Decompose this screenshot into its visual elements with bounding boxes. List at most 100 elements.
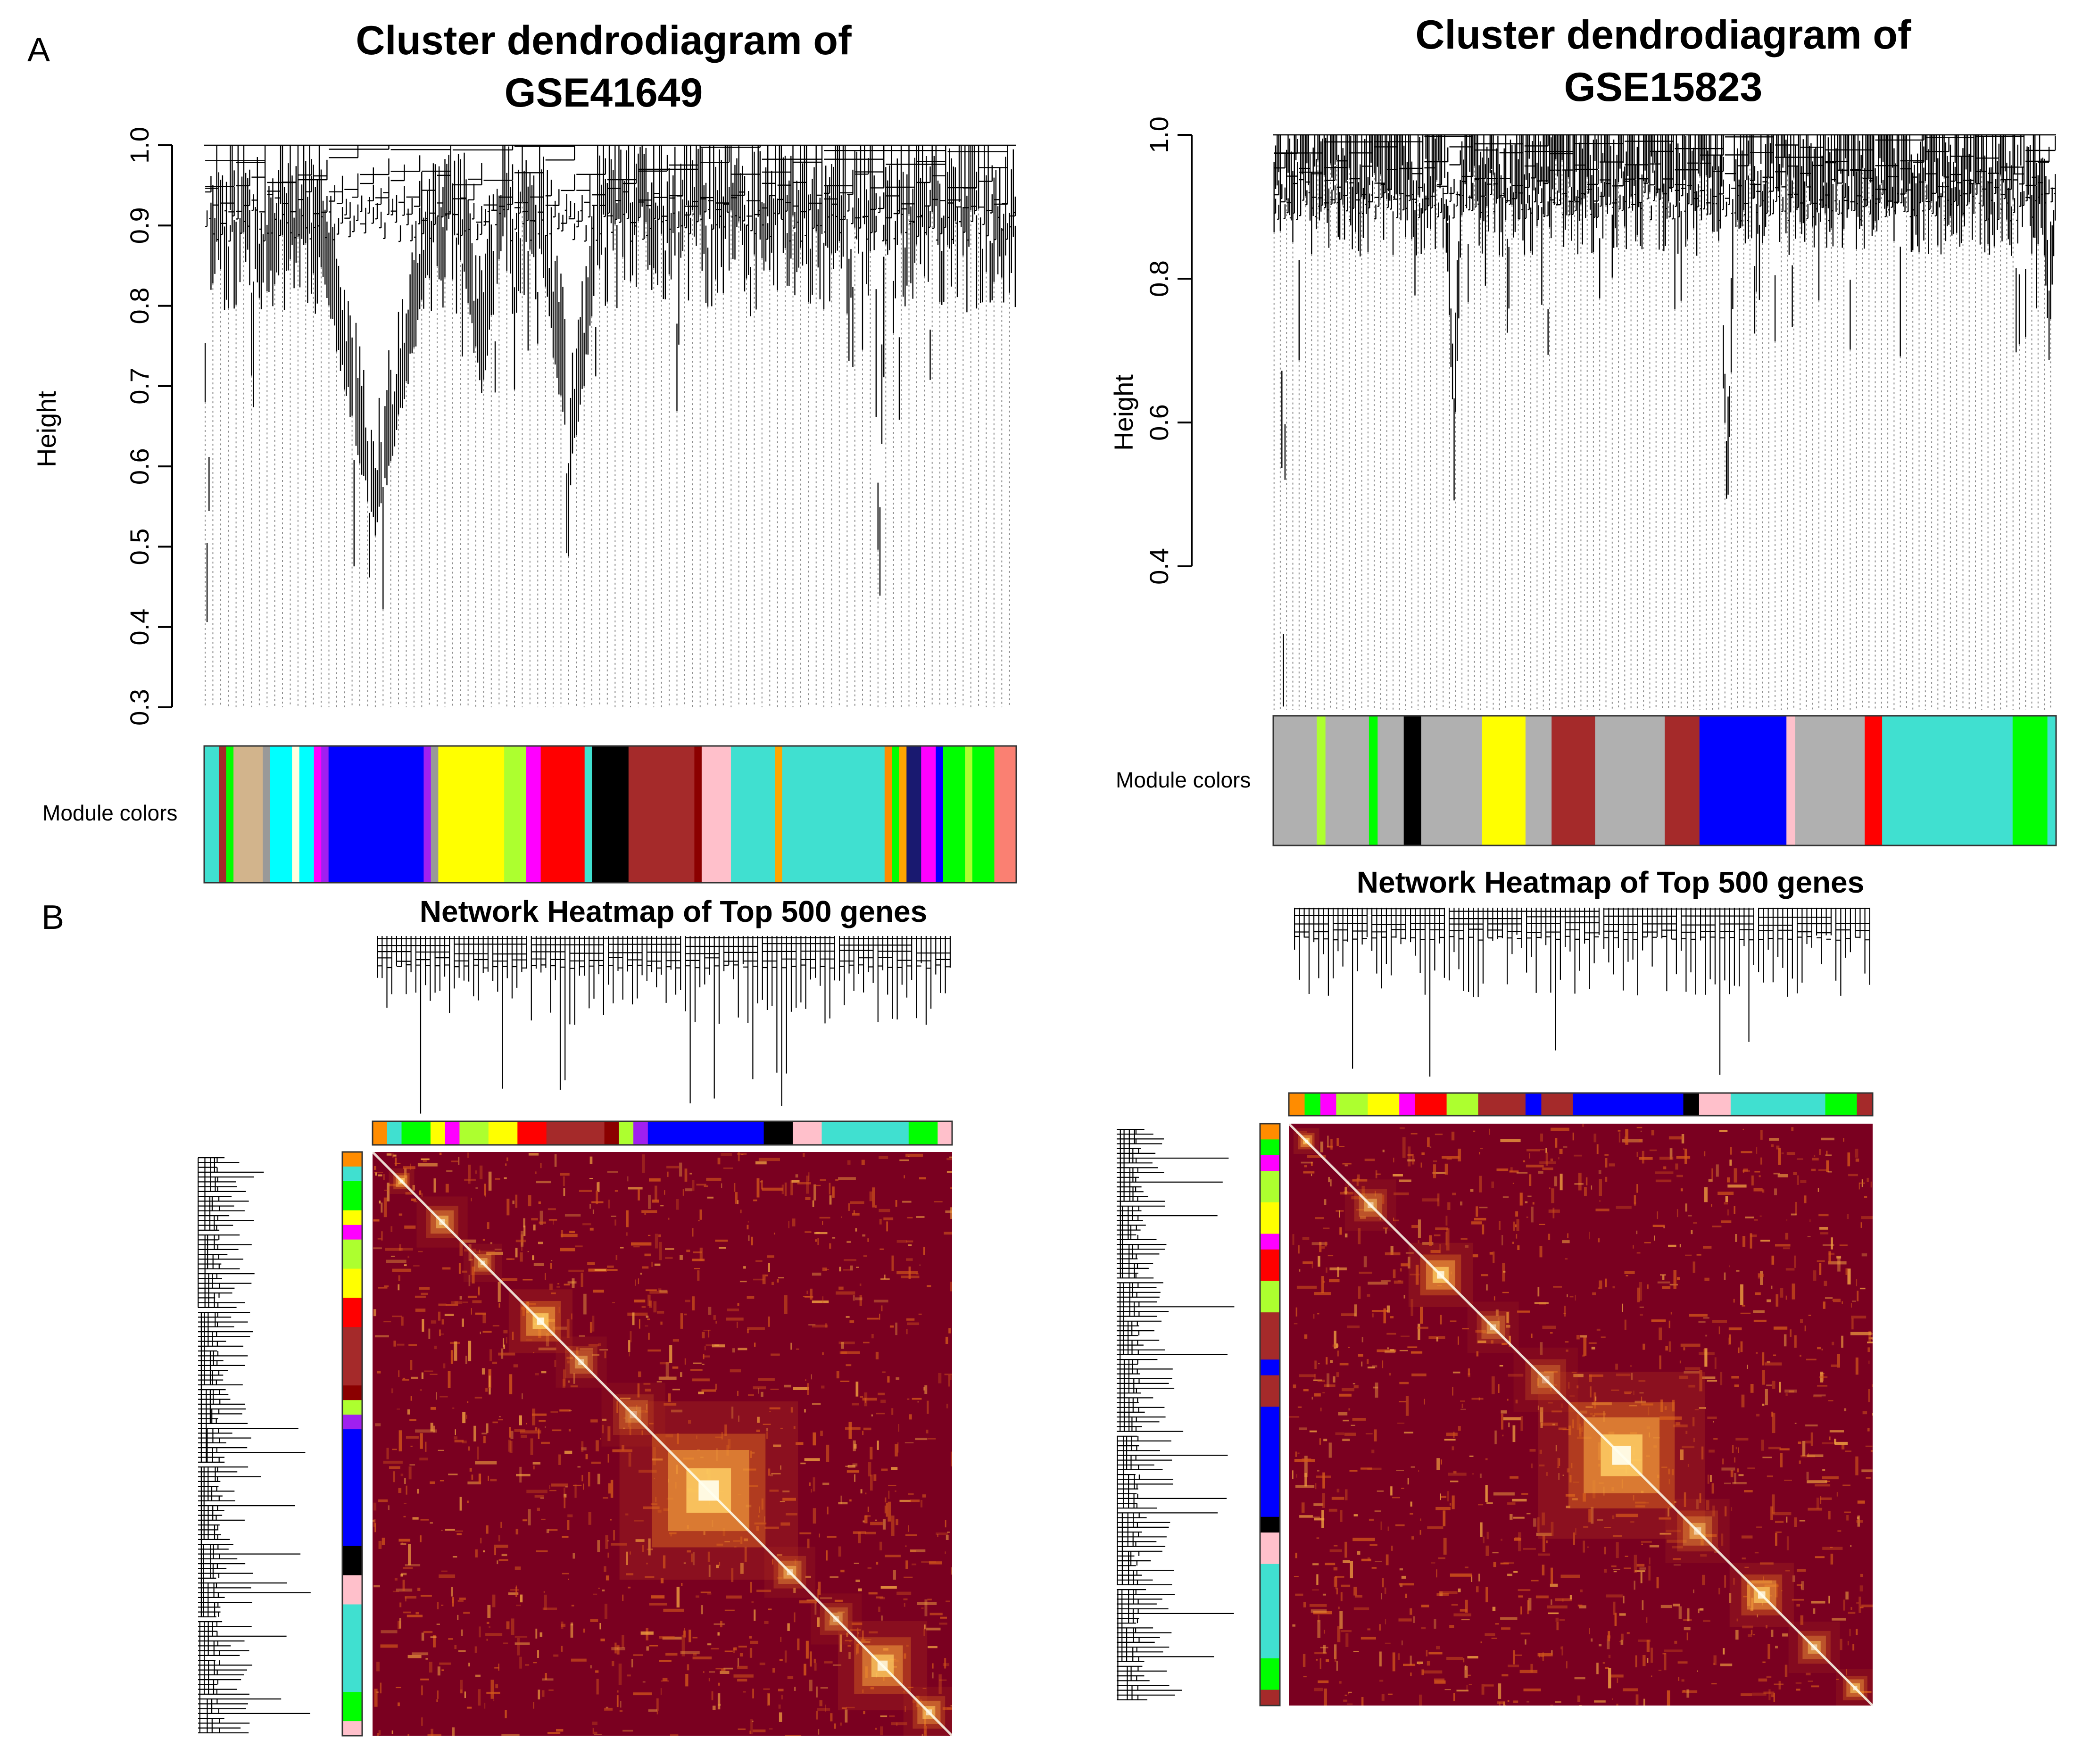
- heatmap-speckle: [539, 1420, 546, 1422]
- heatmap-speckle: [896, 1591, 912, 1595]
- heatmap-speckle: [680, 1372, 682, 1377]
- heatmap-speckle: [1299, 1374, 1316, 1377]
- heatmap-speckle: [1518, 1595, 1523, 1598]
- heatmap-speckle: [1834, 1439, 1836, 1445]
- heatmap-speckle: [1847, 1152, 1850, 1167]
- heatmap-speckle: [1765, 1389, 1768, 1406]
- heatmap-speckle: [627, 1312, 648, 1316]
- heatmap-speckle: [604, 1566, 606, 1572]
- top-module-color-segment: [1478, 1093, 1526, 1116]
- heatmap-speckle: [1407, 1159, 1415, 1162]
- heatmap-speckle: [1519, 1670, 1538, 1673]
- heatmap-speckle: [626, 1573, 634, 1575]
- heatmap-speckle: [668, 1393, 671, 1402]
- heatmap-speckle: [452, 1597, 454, 1607]
- heatmap-speckle: [1297, 1452, 1300, 1454]
- heatmap-speckle: [1732, 1482, 1747, 1484]
- heatmap-speckle: [1324, 1688, 1327, 1706]
- heatmap-speckle: [427, 1734, 441, 1736]
- heatmap-1-left-dendrogram: [198, 1157, 311, 1733]
- heatmap-speckle: [1703, 1246, 1712, 1249]
- heatmap-speckle: [834, 1599, 843, 1602]
- heatmap-speckle: [569, 1410, 572, 1411]
- heatmap-speckle: [1630, 1521, 1634, 1523]
- heatmap-speckle: [846, 1241, 851, 1243]
- heatmap-speckle: [1703, 1317, 1709, 1319]
- heatmap-speckle: [1311, 1173, 1312, 1176]
- heatmap-speckle: [840, 1569, 845, 1573]
- heatmap-speckle: [1773, 1173, 1780, 1175]
- heatmap-speckle: [919, 1177, 926, 1180]
- heatmap-speckle: [1314, 1652, 1327, 1655]
- heatmap-speckle: [747, 1327, 765, 1330]
- heatmap-speckle: [764, 1516, 765, 1523]
- heatmap-speckle: [561, 1230, 564, 1238]
- heatmap-speckle: [1410, 1608, 1412, 1615]
- heatmap-speckle: [545, 1273, 546, 1280]
- heatmap-speckle: [1828, 1596, 1830, 1604]
- heatmap-speckle: [1324, 1384, 1336, 1387]
- heatmap-speckle: [924, 1712, 927, 1726]
- heatmap-speckle: [1766, 1676, 1772, 1678]
- heatmap-speckle: [464, 1691, 466, 1698]
- heatmap-speckle: [385, 1248, 403, 1251]
- heatmap-speckle: [1501, 1410, 1507, 1414]
- heatmap-speckle: [1451, 1604, 1458, 1606]
- heatmap-speckle: [1385, 1619, 1386, 1624]
- heatmap-speckle: [751, 1451, 755, 1454]
- heatmap-speckle: [402, 1377, 406, 1380]
- heatmap-speckle: [646, 1316, 649, 1318]
- heatmap-speckle: [509, 1374, 513, 1394]
- heatmap-speckle: [946, 1403, 948, 1408]
- heatmap-speckle: [462, 1301, 468, 1303]
- heatmap-speckle: [383, 1321, 391, 1323]
- heatmap-speckle: [1485, 1545, 1489, 1556]
- heatmap-speckle: [1808, 1681, 1813, 1682]
- heatmap-speckle: [640, 1631, 654, 1635]
- heatmap-speckle: [537, 1650, 539, 1658]
- heatmap-speckle: [945, 1210, 952, 1213]
- heatmap-speckle: [374, 1335, 389, 1338]
- heatmap-speckle: [1760, 1240, 1770, 1242]
- heatmap-speckle: [692, 1180, 695, 1191]
- heatmap-speckle: [859, 1284, 862, 1286]
- heatmap-speckle: [649, 1423, 654, 1424]
- heatmap-speckle: [436, 1623, 440, 1625]
- heatmap-speckle: [1751, 1175, 1754, 1186]
- heatmap-speckle: [1480, 1641, 1482, 1643]
- heatmap-speckle: [597, 1182, 598, 1192]
- heatmap-speckle: [1561, 1646, 1563, 1656]
- heatmap-speckle: [583, 1293, 587, 1315]
- heatmap-speckle: [1339, 1681, 1342, 1684]
- heatmap-speckle: [648, 1194, 651, 1209]
- heatmap-speckle: [459, 1296, 462, 1300]
- heatmap-speckle: [409, 1464, 415, 1466]
- heatmap-speckle: [1518, 1589, 1531, 1591]
- heatmap-speckle: [473, 1425, 476, 1441]
- heatmap-speckle: [492, 1421, 498, 1424]
- heatmap-speckle: [1608, 1655, 1611, 1658]
- heatmap-speckle: [1859, 1287, 1866, 1290]
- heatmap-speckle: [460, 1689, 463, 1693]
- heatmap-speckle: [1480, 1522, 1483, 1537]
- heatmap-speckle: [1332, 1344, 1339, 1347]
- heatmap-speckle: [1867, 1428, 1870, 1432]
- heatmap-speckle: [1343, 1419, 1349, 1422]
- heatmap-speckle: [1707, 1416, 1717, 1419]
- heatmap-speckle: [597, 1474, 600, 1484]
- heatmap-speckle: [1624, 1136, 1627, 1143]
- heatmap-speckle: [1453, 1693, 1455, 1701]
- heatmap-speckle: [1339, 1146, 1345, 1147]
- heatmap-speckle: [1405, 1252, 1414, 1254]
- heatmap-speckle: [1534, 1302, 1549, 1304]
- heatmap-speckle: [1353, 1514, 1358, 1516]
- heatmap-speckle: [498, 1535, 500, 1541]
- heatmap-speckle: [1719, 1130, 1728, 1132]
- heatmap-speckle: [423, 1160, 427, 1162]
- heatmap-speckle: [552, 1429, 562, 1432]
- heatmap-speckle: [492, 1594, 496, 1607]
- heatmap-speckle: [653, 1447, 656, 1466]
- heatmap-speckle: [642, 1154, 645, 1173]
- heatmap-speckle: [1689, 1314, 1708, 1317]
- heatmap-speckle: [398, 1284, 400, 1291]
